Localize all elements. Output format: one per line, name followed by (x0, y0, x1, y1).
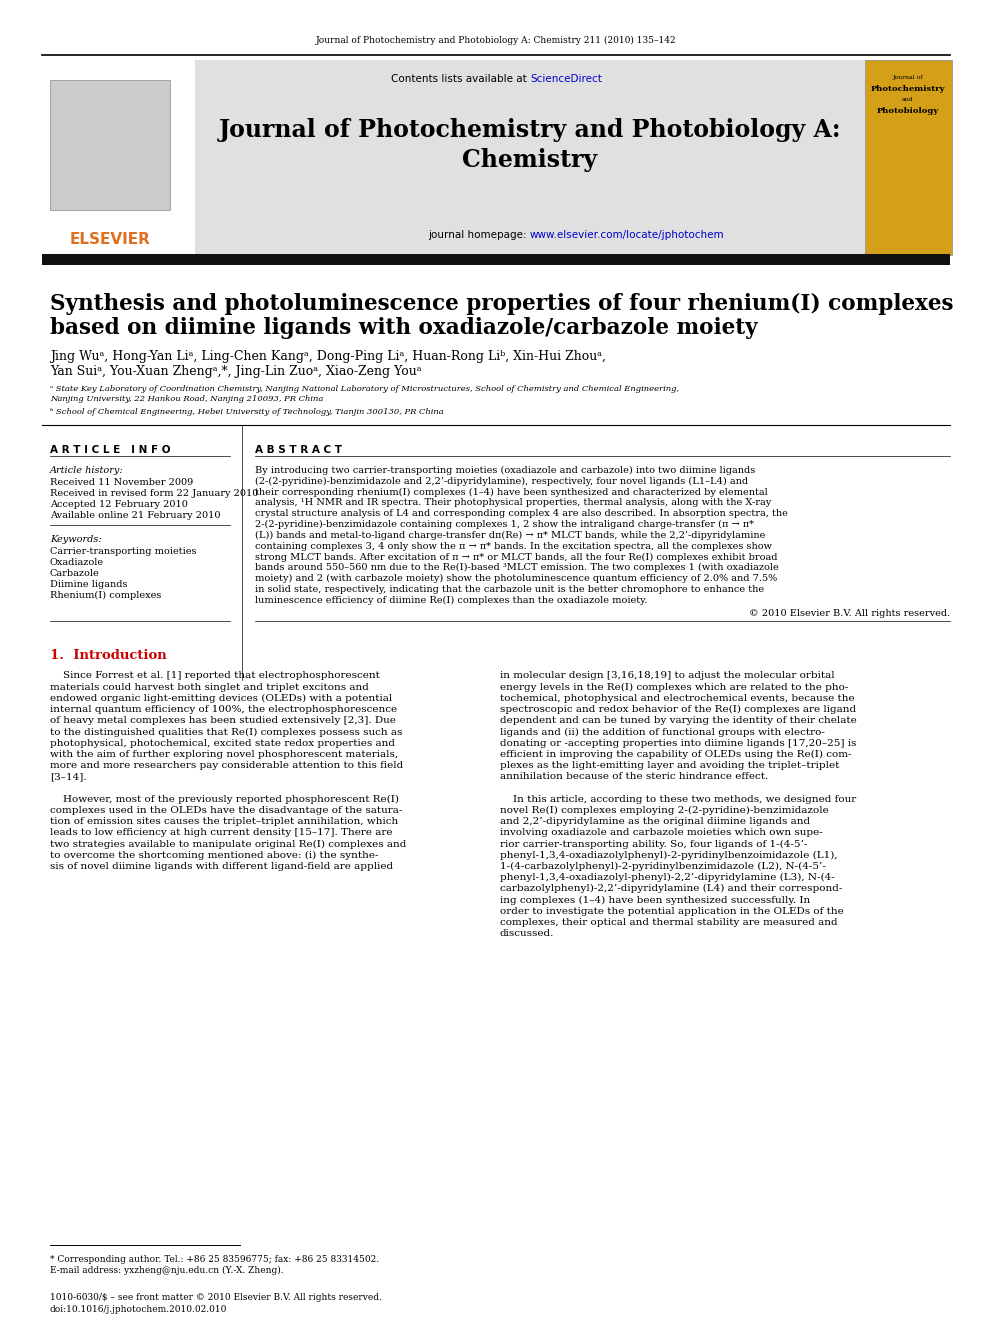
Text: Photobiology: Photobiology (877, 107, 939, 115)
Text: www.elsevier.com/locate/jphotochem: www.elsevier.com/locate/jphotochem (530, 230, 724, 239)
Text: leads to low efficiency at high current density [15–17]. There are: leads to low efficiency at high current … (50, 828, 393, 837)
Text: annihilation because of the steric hindrance effect.: annihilation because of the steric hindr… (500, 773, 768, 781)
Text: crystal structure analysis of L4 and corresponding complex 4 are also described.: crystal structure analysis of L4 and cor… (255, 509, 788, 519)
Text: Synthesis and photoluminescence properties of four rhenium(I) complexes: Synthesis and photoluminescence properti… (50, 292, 953, 315)
Text: tion of emission sites causes the triplet–triplet annihilation, which: tion of emission sites causes the triple… (50, 818, 398, 826)
Text: with the aim of further exploring novel phosphorescent materials,: with the aim of further exploring novel … (50, 750, 398, 759)
Text: containing complexes 3, 4 only show the π → π* bands. In the excitation spectra,: containing complexes 3, 4 only show the … (255, 541, 772, 550)
Text: ELSEVIER: ELSEVIER (69, 232, 151, 247)
Text: dependent and can be tuned by varying the identity of their chelate: dependent and can be tuned by varying th… (500, 716, 857, 725)
Text: tochemical, photophysical and electrochemical events, because the: tochemical, photophysical and electroche… (500, 693, 855, 703)
Text: ᵃ State Key Laboratory of Coordination Chemistry, Nanjing National Laboratory of: ᵃ State Key Laboratory of Coordination C… (50, 385, 680, 393)
Text: materials could harvest both singlet and triplet excitons and: materials could harvest both singlet and… (50, 683, 369, 692)
Text: their corresponding rhenium(I) complexes (1–4) have been synthesized and charact: their corresponding rhenium(I) complexes… (255, 488, 768, 496)
Text: Jing Wuᵃ, Hong-Yan Liᵃ, Ling-Chen Kangᵃ, Dong-Ping Liᵃ, Huan-Rong Liᵇ, Xin-Hui Z: Jing Wuᵃ, Hong-Yan Liᵃ, Ling-Chen Kangᵃ,… (50, 351, 606, 363)
Text: Yan Suiᵃ, You-Xuan Zhengᵃ,*, Jing-Lin Zuoᵃ, Xiao-Zeng Youᵃ: Yan Suiᵃ, You-Xuan Zhengᵃ,*, Jing-Lin Zu… (50, 365, 422, 378)
Text: and: and (902, 97, 914, 102)
Text: ᵇ School of Chemical Engineering, Hebei University of Technology, Tianjin 300130: ᵇ School of Chemical Engineering, Hebei … (50, 407, 443, 415)
Text: Carrier-transporting moieties: Carrier-transporting moieties (50, 546, 196, 556)
Text: Journal of: Journal of (893, 75, 924, 79)
Text: Keywords:: Keywords: (50, 534, 101, 544)
Text: in molecular design [3,16,18,19] to adjust the molecular orbital: in molecular design [3,16,18,19] to adju… (500, 671, 834, 680)
Text: moiety) and 2 (with carbazole moiety) show the photoluminescence quantum efficie: moiety) and 2 (with carbazole moiety) sh… (255, 574, 778, 583)
Text: carbazolylphenyl)-2,2’-dipyridylamine (L4) and their correspond-: carbazolylphenyl)-2,2’-dipyridylamine (L… (500, 884, 842, 893)
Text: involving oxadiazole and carbazole moieties which own supe-: involving oxadiazole and carbazole moiet… (500, 828, 822, 837)
Text: based on diimine ligands with oxadiazole/carbazole moiety: based on diimine ligands with oxadiazole… (50, 318, 758, 339)
Text: strong MLCT bands. After excitation of π → π* or MLCT bands, all the four Re(I) : strong MLCT bands. After excitation of π… (255, 553, 778, 561)
Text: E-mail address: yxzheng@nju.edu.cn (Y.-X. Zheng).: E-mail address: yxzheng@nju.edu.cn (Y.-X… (50, 1266, 284, 1275)
Text: of heavy metal complexes has been studied extensively [2,3]. Due: of heavy metal complexes has been studie… (50, 716, 396, 725)
Text: bands around 550–560 nm due to the Re(I)-based ³MLCT emission. The two complexes: bands around 550–560 nm due to the Re(I)… (255, 564, 779, 573)
Text: © 2010 Elsevier B.V. All rights reserved.: © 2010 Elsevier B.V. All rights reserved… (749, 610, 950, 618)
Text: By introducing two carrier-transporting moieties (oxadiazole and carbazole) into: By introducing two carrier-transporting … (255, 466, 755, 475)
Text: 2-(2-pyridine)-benzimidazole containing complexes 1, 2 show the intraligand char: 2-(2-pyridine)-benzimidazole containing … (255, 520, 754, 529)
Text: Available online 21 February 2010: Available online 21 February 2010 (50, 511, 220, 520)
Text: luminescence efficiency of diimine Re(I) complexes than the oxadiazole moiety.: luminescence efficiency of diimine Re(I)… (255, 595, 648, 605)
Bar (865, 60, 952, 255)
Text: two strategies available to manipulate original Re(I) complexes and: two strategies available to manipulate o… (50, 839, 407, 848)
Text: (2-(2-pyridine)-benzimidazole and 2,2’-dipyridylamine), respectively, four novel: (2-(2-pyridine)-benzimidazole and 2,2’-d… (255, 476, 748, 486)
Text: [3–14].: [3–14]. (50, 773, 86, 781)
Text: Received in revised form 22 January 2010: Received in revised form 22 January 2010 (50, 490, 258, 497)
Text: Chemistry: Chemistry (462, 148, 597, 172)
Text: (L)) bands and metal-to-ligand charge-transfer dπ(Re) → π* MLCT bands, while the: (L)) bands and metal-to-ligand charge-tr… (255, 531, 766, 540)
Bar (42, 60, 195, 255)
Text: Journal of Photochemistry and Photobiology A:: Journal of Photochemistry and Photobiolo… (219, 118, 841, 142)
Text: complexes, their optical and thermal stability are measured and: complexes, their optical and thermal sta… (500, 918, 837, 927)
Text: donating or -accepting properties into diimine ligands [17,20–25] is: donating or -accepting properties into d… (500, 738, 856, 747)
Text: ing complexes (1–4) have been synthesized successfully. In: ing complexes (1–4) have been synthesize… (500, 896, 810, 905)
Text: photophysical, photochemical, excited state redox properties and: photophysical, photochemical, excited st… (50, 738, 395, 747)
Text: novel Re(I) complexes employing 2-(2-pyridine)-benzimidazole: novel Re(I) complexes employing 2-(2-pyr… (500, 806, 828, 815)
Text: In this article, according to these two methods, we designed four: In this article, according to these two … (500, 795, 856, 803)
Text: complexes used in the OLEDs have the disadvantage of the satura-: complexes used in the OLEDs have the dis… (50, 806, 403, 815)
Text: A B S T R A C T: A B S T R A C T (255, 445, 342, 455)
Text: journal homepage:: journal homepage: (429, 230, 530, 239)
Text: Journal of Photochemistry and Photobiology A: Chemistry 211 (2010) 135–142: Journal of Photochemistry and Photobiolo… (315, 36, 677, 45)
Text: Received 11 November 2009: Received 11 November 2009 (50, 478, 193, 487)
Text: sis of novel diimine ligands with different ligand-field are applied: sis of novel diimine ligands with differ… (50, 861, 393, 871)
Text: Oxadiazole: Oxadiazole (50, 558, 104, 568)
Text: to the distinguished qualities that Re(I) complexes possess such as: to the distinguished qualities that Re(I… (50, 728, 403, 737)
Text: Contents lists available at: Contents lists available at (391, 74, 530, 83)
Text: Carbazole: Carbazole (50, 569, 100, 578)
Text: However, most of the previously reported phosphorescent Re(I): However, most of the previously reported… (50, 795, 399, 804)
Text: in solid state, respectively, indicating that the carbazole unit is the better c: in solid state, respectively, indicating… (255, 585, 764, 594)
Text: order to investigate the potential application in the OLEDs of the: order to investigate the potential appli… (500, 906, 844, 916)
Text: doi:10.1016/j.jphotochem.2010.02.010: doi:10.1016/j.jphotochem.2010.02.010 (50, 1304, 227, 1314)
Text: discussed.: discussed. (500, 929, 555, 938)
Text: 1010-6030/$ – see front matter © 2010 Elsevier B.V. All rights reserved.: 1010-6030/$ – see front matter © 2010 El… (50, 1293, 382, 1302)
Text: efficient in improving the capability of OLEDs using the Re(I) com-: efficient in improving the capability of… (500, 750, 851, 759)
Text: to overcome the shortcoming mentioned above: (i) the synthe-: to overcome the shortcoming mentioned ab… (50, 851, 379, 860)
Text: endowed organic light-emitting devices (OLEDs) with a potential: endowed organic light-emitting devices (… (50, 693, 392, 703)
Bar (42, 254, 950, 265)
Text: Nanjing University, 22 Hankou Road, Nanjing 210093, PR China: Nanjing University, 22 Hankou Road, Nanj… (50, 396, 323, 404)
Text: ScienceDirect: ScienceDirect (530, 74, 602, 83)
Text: phenyl-1,3,4-oxadiazolylphenyl)-2-pyridinylbenzoimidazole (L1),: phenyl-1,3,4-oxadiazolylphenyl)-2-pyridi… (500, 851, 837, 860)
Text: analysis, ¹H NMR and IR spectra. Their photophysical properties, thermal analysi: analysis, ¹H NMR and IR spectra. Their p… (255, 499, 771, 508)
Text: A R T I C L E   I N F O: A R T I C L E I N F O (50, 445, 171, 455)
Text: rior carrier-transporting ability. So, four ligands of 1-(4-5’-: rior carrier-transporting ability. So, f… (500, 839, 807, 848)
Bar (50, 79, 170, 210)
Text: phenyl-1,3,4-oxadiazolyl-phenyl)-2,2’-dipyridylamine (L3), N-(4-: phenyl-1,3,4-oxadiazolyl-phenyl)-2,2’-di… (500, 873, 834, 882)
Text: and 2,2’-dipyridylamine as the original diimine ligands and: and 2,2’-dipyridylamine as the original … (500, 818, 810, 826)
Text: Accepted 12 February 2010: Accepted 12 February 2010 (50, 500, 187, 509)
Text: ligands and (ii) the addition of functional groups with electro-: ligands and (ii) the addition of functio… (500, 728, 825, 737)
Text: spectroscopic and redox behavior of the Re(I) complexes are ligand: spectroscopic and redox behavior of the … (500, 705, 856, 714)
Text: internal quantum efficiency of 100%, the electrophosphorescence: internal quantum efficiency of 100%, the… (50, 705, 397, 714)
Text: Since Forrest et al. [1] reported that electrophosphorescent: Since Forrest et al. [1] reported that e… (50, 671, 380, 680)
Text: Diimine ligands: Diimine ligands (50, 579, 128, 589)
Text: * Corresponding author. Tel.: +86 25 83596775; fax: +86 25 83314502.: * Corresponding author. Tel.: +86 25 835… (50, 1256, 379, 1263)
Text: Photochemistry: Photochemistry (871, 85, 945, 93)
Text: 1-(4-carbazolylphenyl)-2-pyridinylbenzimidazole (L2), N-(4-5’-: 1-(4-carbazolylphenyl)-2-pyridinylbenzim… (500, 861, 826, 871)
Text: 1.  Introduction: 1. Introduction (50, 650, 167, 663)
Text: more and more researchers pay considerable attention to this field: more and more researchers pay considerab… (50, 761, 404, 770)
Text: Article history:: Article history: (50, 466, 124, 475)
Text: Rhenium(I) complexes: Rhenium(I) complexes (50, 591, 162, 601)
Text: energy levels in the Re(I) complexes which are related to the pho-: energy levels in the Re(I) complexes whi… (500, 683, 848, 692)
Text: plexes as the light-emitting layer and avoiding the triplet–triplet: plexes as the light-emitting layer and a… (500, 761, 839, 770)
Bar (195, 60, 865, 255)
